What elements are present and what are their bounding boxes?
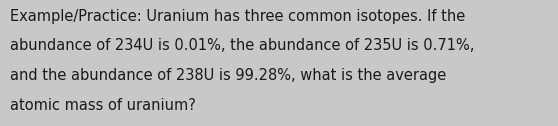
Text: abundance of 234U is 0.01%, the abundance of 235U is 0.71%,: abundance of 234U is 0.01%, the abundanc…: [10, 38, 474, 53]
Text: atomic mass of uranium?: atomic mass of uranium?: [10, 98, 196, 113]
Text: Example/Practice: Uranium has three common isotopes. If the: Example/Practice: Uranium has three comm…: [10, 9, 465, 24]
Text: and the abundance of 238U is 99.28%, what is the average: and the abundance of 238U is 99.28%, wha…: [10, 68, 446, 83]
